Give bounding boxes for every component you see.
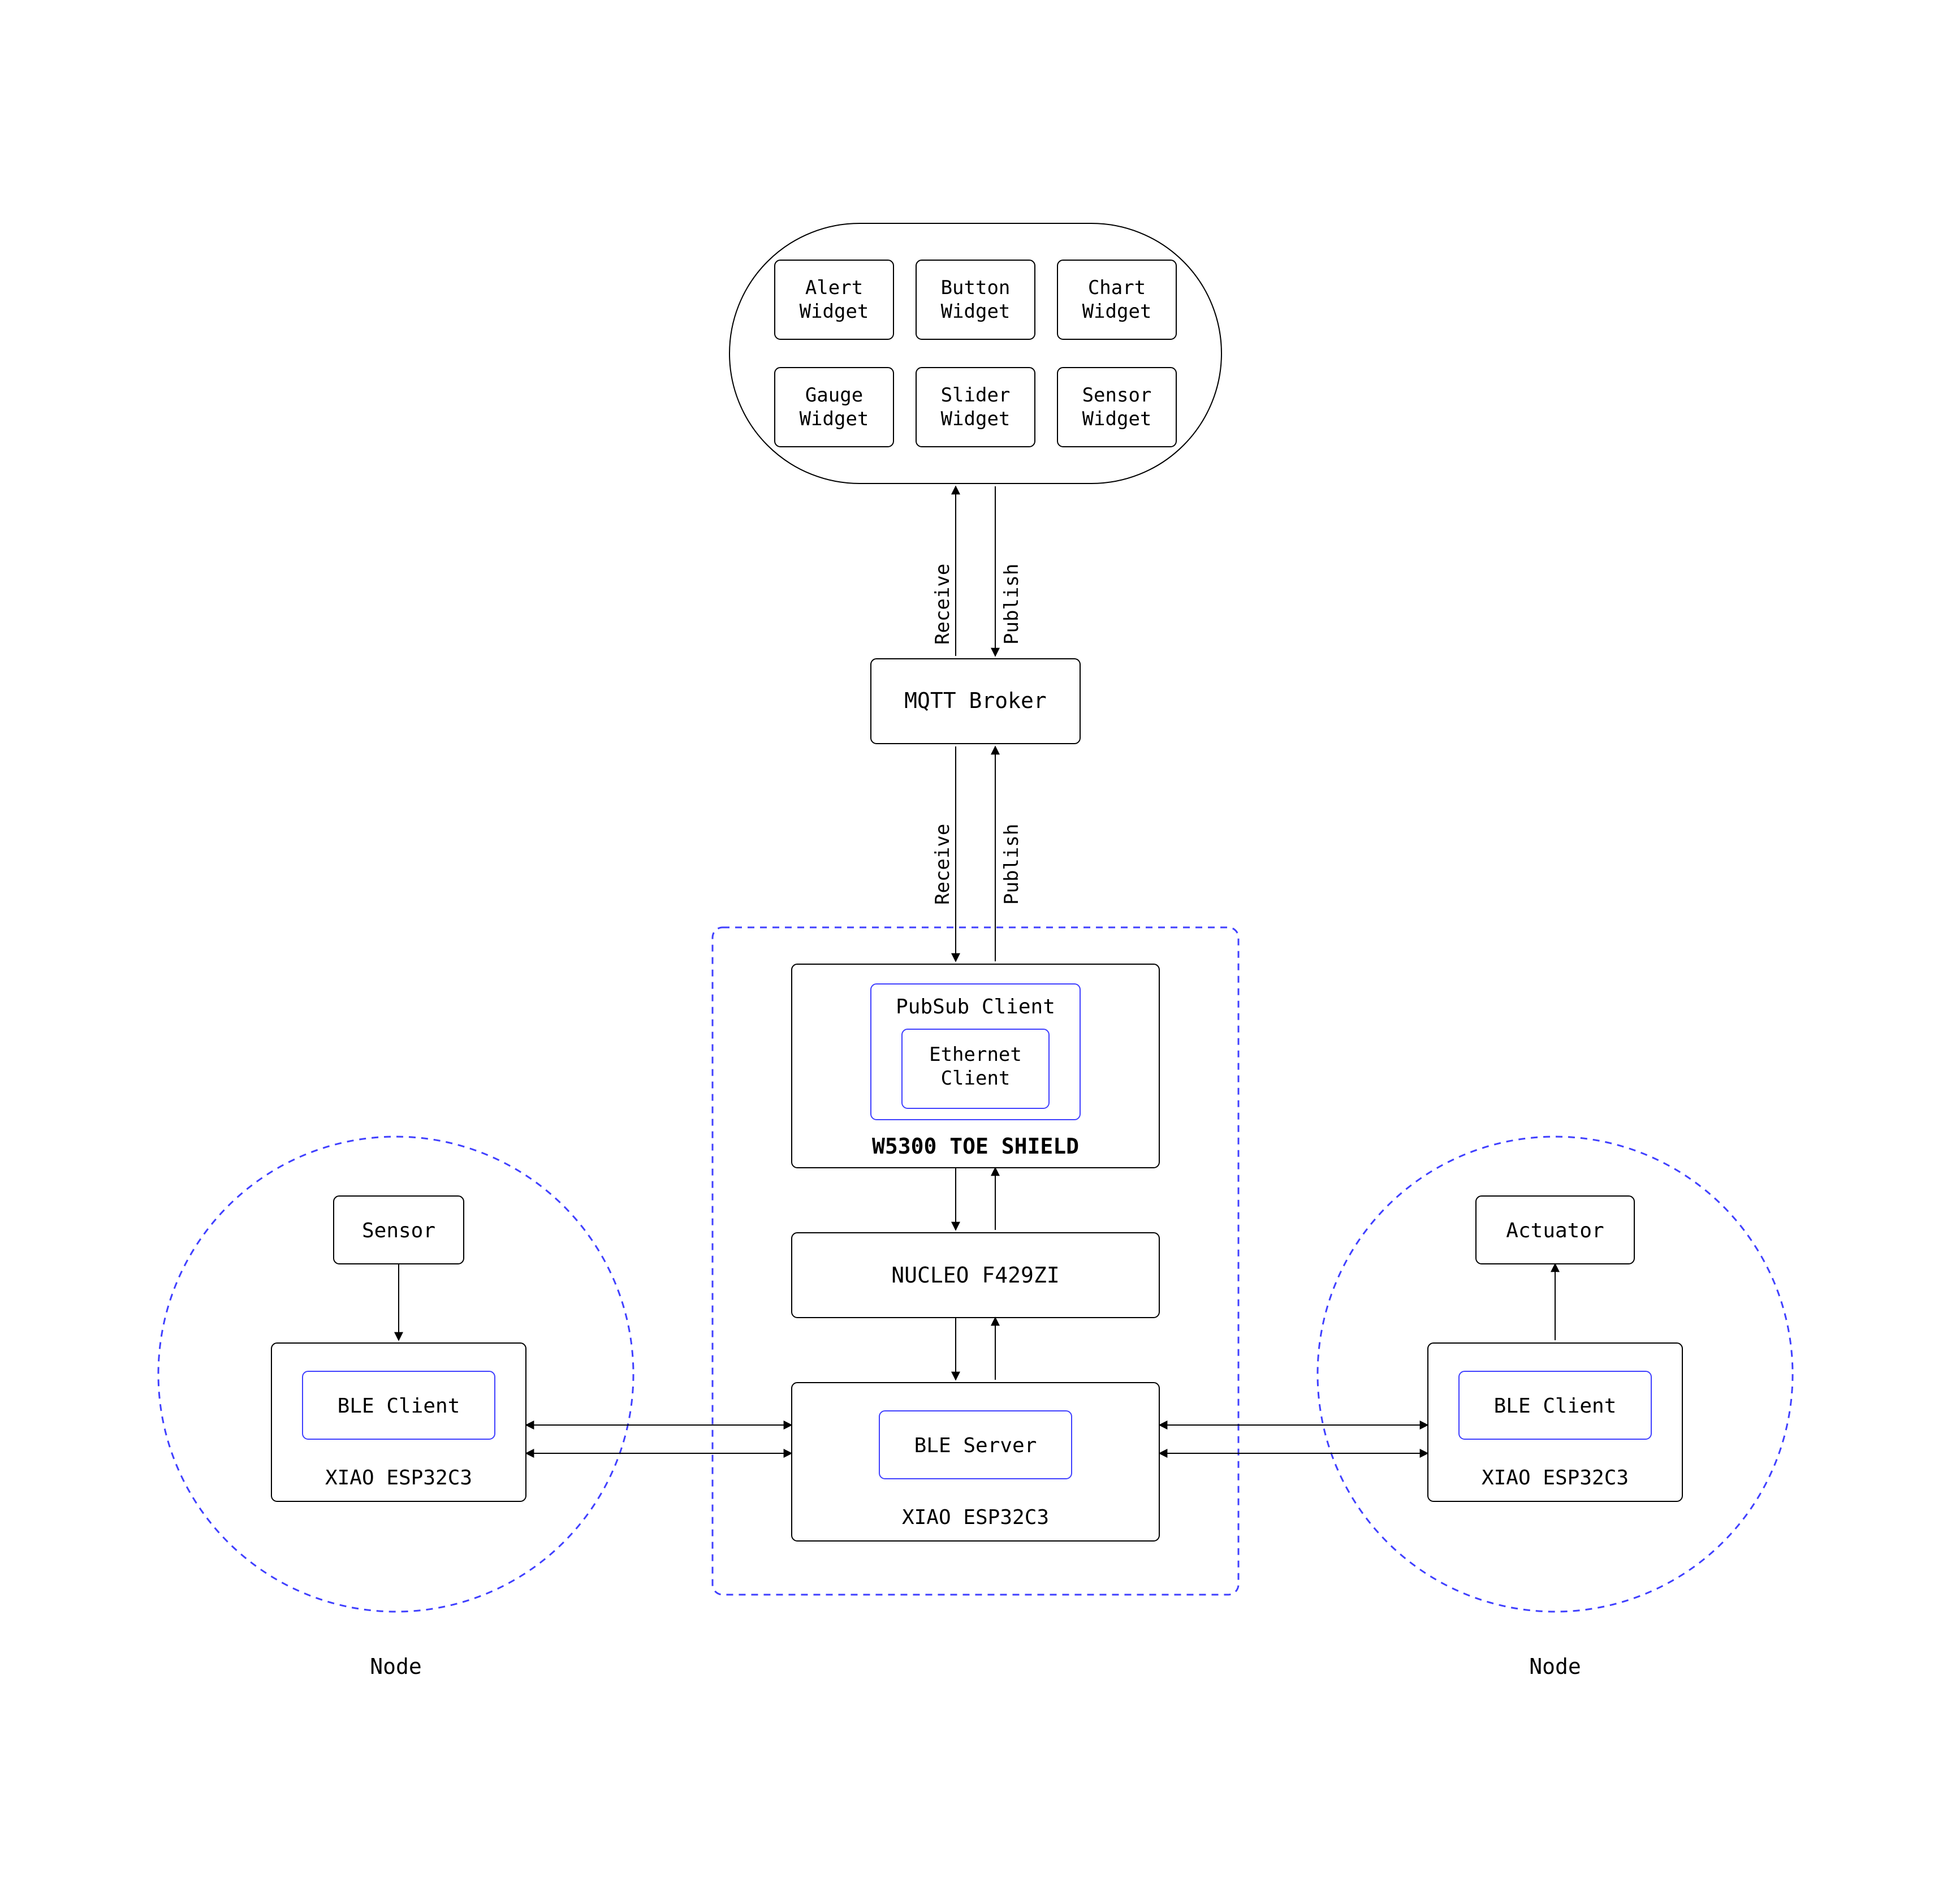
pubsub-label: PubSub Client [896, 995, 1055, 1018]
widget-sensor: Sensor Widget [1057, 368, 1176, 447]
eth-label-1: Ethernet [929, 1043, 1022, 1066]
widget-slider-label-2: Widget [941, 408, 1011, 430]
widget-slider: Slider Widget [916, 368, 1035, 447]
widget-alert-label-1: Alert [805, 277, 863, 299]
widget-button: Button Widget [916, 260, 1035, 339]
right-actuator-box: Actuator [1476, 1196, 1634, 1264]
shield-title: W5300 TOE SHIELD [872, 1134, 1079, 1159]
widget-gauge-label-2: Widget [800, 408, 869, 430]
left-sensor-box: Sensor [334, 1196, 464, 1264]
left-sensor-label: Sensor [362, 1219, 435, 1242]
nucleo-label: NUCLEO F429ZI [891, 1263, 1059, 1288]
left-ble-box: BLE Client XIAO ESP32C3 [271, 1343, 526, 1501]
nucleo-box: NUCLEO F429ZI [792, 1233, 1159, 1318]
widget-gauge: Gauge Widget [775, 368, 893, 447]
ble-server-caption: XIAO ESP32C3 [902, 1506, 1049, 1529]
architecture-diagram: Alert Widget Button Widget Chart Widget … [0, 0, 1947, 1904]
widget-chart-label-1: Chart [1088, 277, 1146, 299]
widget-chart-label-2: Widget [1082, 300, 1152, 323]
shield-box: PubSub Client Ethernet Client W5300 TOE … [792, 964, 1159, 1168]
widgets-cloud: Alert Widget Button Widget Chart Widget … [729, 223, 1221, 483]
ble-server-box: BLE Server XIAO ESP32C3 [792, 1383, 1159, 1541]
edge-broker-gateway: Receive Publish [931, 746, 1023, 961]
right-node-label: Node [1529, 1654, 1581, 1679]
edge-cloud-broker-receive: Receive [931, 564, 954, 645]
widget-gauge-label-1: Gauge [805, 384, 863, 407]
widget-sensor-label-2: Widget [1082, 408, 1152, 430]
edge-cloud-broker: Receive Publish [931, 486, 1023, 656]
eth-label-2: Client [941, 1067, 1011, 1090]
left-node-label: Node [370, 1654, 422, 1679]
edge-broker-gateway-publish: Publish [1000, 824, 1023, 905]
right-ble-label: BLE Client [1494, 1394, 1617, 1418]
widget-alert-label-2: Widget [800, 300, 869, 323]
right-actuator-label: Actuator [1506, 1219, 1604, 1242]
ble-server-label: BLE Server [914, 1434, 1037, 1457]
widget-alert: Alert Widget [775, 260, 893, 339]
edge-broker-gateway-receive: Receive [931, 824, 954, 905]
edge-cloud-broker-publish: Publish [1000, 564, 1023, 645]
widget-button-label-1: Button [941, 277, 1011, 299]
right-ble-caption: XIAO ESP32C3 [1482, 1466, 1629, 1489]
widget-slider-label-1: Slider [941, 384, 1011, 407]
mqtt-broker: MQTT Broker [871, 659, 1080, 744]
widget-chart: Chart Widget [1057, 260, 1176, 339]
mqtt-broker-label: MQTT Broker [904, 688, 1047, 713]
left-ble-caption: XIAO ESP32C3 [325, 1466, 472, 1489]
left-ble-label: BLE Client [338, 1394, 460, 1418]
widget-button-label-2: Widget [941, 300, 1011, 323]
widget-sensor-label-1: Sensor [1082, 384, 1152, 407]
right-ble-box: BLE Client XIAO ESP32C3 [1428, 1343, 1682, 1501]
